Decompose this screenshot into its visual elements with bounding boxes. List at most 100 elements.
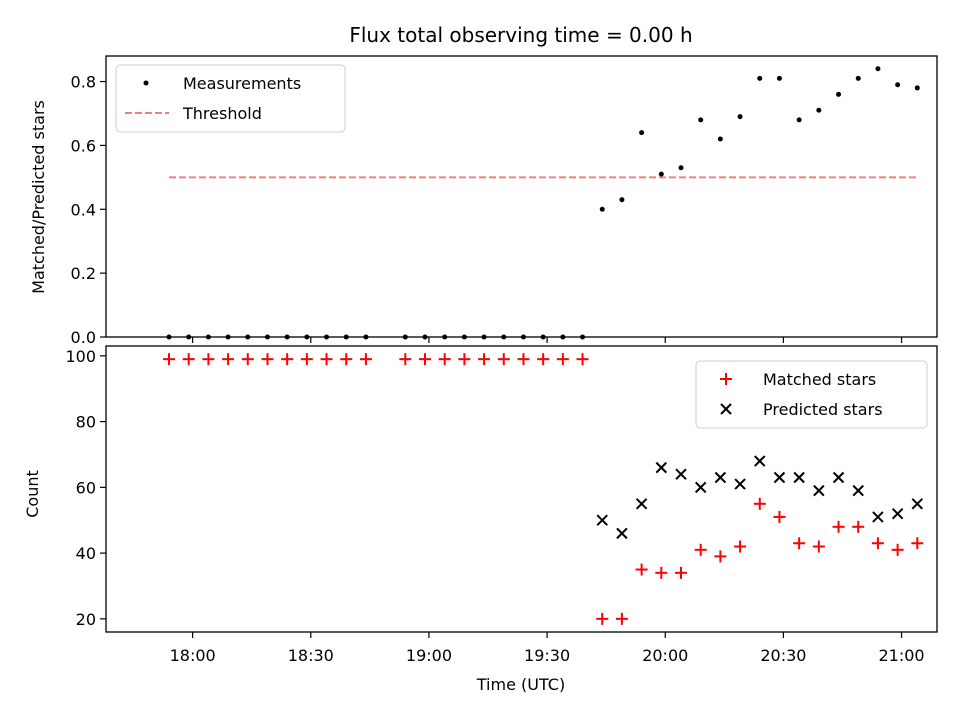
measurement-point	[658, 171, 664, 177]
y-tick-label: 20	[76, 610, 96, 629]
measurement-point	[461, 334, 467, 340]
measurement-point	[816, 107, 822, 113]
predicted-stars-point	[911, 498, 924, 510]
matched-stars-point	[419, 353, 432, 366]
y-tick-label: 60	[76, 478, 96, 497]
measurement-point	[264, 334, 270, 340]
matched-stars-point	[832, 520, 845, 533]
measurement-point	[363, 334, 369, 340]
measurement-point	[717, 136, 723, 142]
measurement-point	[599, 206, 605, 212]
predicted-stars-point	[872, 511, 884, 523]
measurement-point	[186, 334, 192, 340]
measurement-point	[580, 334, 586, 340]
y-tick-label: 0.4	[71, 200, 96, 219]
measurement-point	[855, 75, 861, 81]
legend-label-matched: Matched stars	[763, 370, 876, 389]
measurement-point	[757, 75, 763, 81]
measurement-point	[678, 165, 684, 171]
matched-stars-point	[163, 353, 176, 366]
measurement-point	[914, 85, 920, 91]
predicted-stars-point	[891, 507, 904, 520]
predicted-stars-point	[852, 484, 864, 497]
measurement-point	[166, 334, 172, 340]
matched-stars-point	[675, 566, 688, 579]
x-tick-label: 18:00	[170, 646, 216, 665]
matched-stars-point	[596, 612, 609, 625]
matched-stars-point	[793, 537, 806, 550]
measurement-point	[422, 334, 428, 340]
matched-stars-point	[517, 353, 530, 366]
y-tick-label: 40	[76, 544, 96, 563]
chart-title: Flux total observing time = 0.00 h	[349, 23, 692, 47]
matched-stars-point	[911, 537, 924, 550]
matched-stars-point	[222, 353, 235, 366]
top-legend: Measurements Threshold	[115, 64, 346, 133]
measurement-point	[205, 334, 211, 340]
matched-stars-point	[615, 612, 628, 625]
top-x-ticks	[192, 337, 903, 343]
matched-stars-point	[871, 537, 884, 550]
measurement-point	[501, 334, 507, 340]
predicted-stars-point	[694, 481, 707, 494]
measurement-point	[560, 334, 566, 340]
x-tick-label: 18:30	[288, 646, 334, 665]
measurement-point	[481, 334, 487, 340]
matched-stars-point	[241, 353, 254, 366]
predicted-stars-point	[734, 478, 746, 490]
measurement-point	[245, 334, 251, 340]
y-tick-label: 100	[65, 347, 96, 366]
legend-marker-matched	[720, 373, 732, 385]
measurement-point	[343, 334, 349, 340]
matched-stars-point	[891, 543, 904, 556]
x-tick-label: 20:00	[642, 646, 688, 665]
x-axis-label: Time (UTC)	[476, 675, 565, 694]
matched-stars-point	[714, 550, 727, 563]
matched-stars-point	[261, 353, 274, 366]
matched-stars-point	[576, 353, 589, 366]
predicted-stars-point	[635, 498, 648, 510]
predicted-stars-point	[596, 514, 608, 526]
y-tick-label: 0.0	[71, 328, 96, 347]
legend-label-measurements: Measurements	[183, 74, 301, 93]
measurement-point	[520, 334, 526, 340]
measurement-point	[776, 75, 782, 81]
matched-stars-point	[734, 540, 747, 553]
bottom-plot-area	[163, 353, 924, 625]
predicted-stars-point	[616, 527, 628, 540]
matched-stars-point	[300, 353, 313, 366]
top-y-axis: 0.0 0.2 0.4 0.6 0.8	[71, 73, 106, 347]
x-tick-label: 19:30	[524, 646, 570, 665]
matched-stars-point	[635, 563, 648, 576]
predicted-stars-point	[655, 461, 668, 474]
predicted-stars-point	[813, 484, 825, 497]
x-tick-label: 20:30	[760, 646, 806, 665]
measurement-point	[796, 117, 802, 123]
top-y-axis-label: Matched/Predicted stars	[29, 100, 48, 294]
matched-stars-point	[438, 353, 451, 366]
bottom-panel: 20 40 60 80 100 18:00 18:30 19:00 19:30 20:00 20:…	[23, 345, 938, 694]
matched-stars-point	[753, 497, 766, 510]
matched-stars-point	[359, 353, 372, 366]
predicted-stars-point	[793, 471, 805, 484]
measurement-point	[639, 130, 645, 136]
bottom-y-axis-label: Count	[23, 470, 42, 518]
matched-stars-point	[399, 353, 412, 366]
predicted-stars-point	[754, 455, 766, 467]
x-tick-label: 21:00	[878, 646, 924, 665]
measurement-point	[540, 334, 546, 340]
y-tick-label: 0.2	[71, 264, 96, 283]
x-tick-label: 19:00	[406, 646, 452, 665]
top-plot-area	[166, 66, 920, 340]
y-tick-label: 0.6	[71, 136, 96, 155]
bottom-legend: Matched stars Predicted stars	[695, 360, 928, 429]
legend-label-predicted: Predicted stars	[763, 400, 883, 419]
bottom-y-axis: 20 40 60 80 100	[65, 347, 106, 629]
measurement-point	[836, 91, 842, 97]
matched-stars-point	[497, 353, 510, 366]
matched-stars-point	[182, 353, 195, 366]
measurement-point	[875, 66, 881, 72]
measurement-point	[619, 197, 625, 203]
bottom-x-axis: 18:00 18:30 19:00 19:30 20:00 20:30 21:00	[170, 632, 925, 665]
